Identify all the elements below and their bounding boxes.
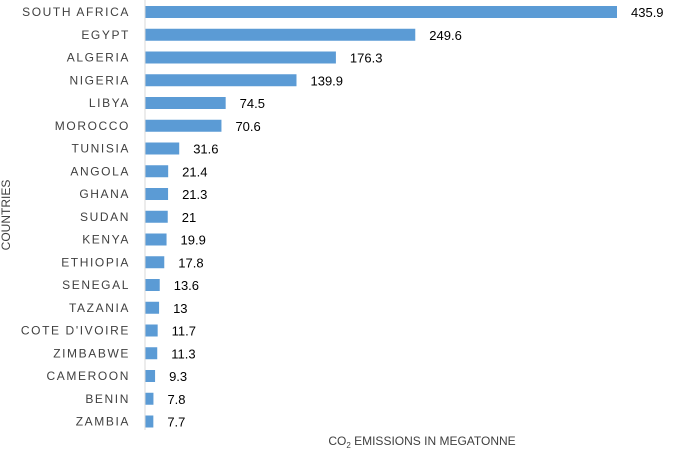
- value-label-algeria: 176.3: [350, 51, 383, 66]
- value-label-egypt: 249.6: [429, 28, 462, 43]
- bar-morocco: [145, 119, 222, 132]
- x-axis-title-rest: EMISSIONS IN MEGATONNE: [351, 434, 516, 448]
- value-label-angola: 21.4: [182, 164, 207, 179]
- value-label-tazania: 13: [173, 301, 187, 316]
- bar-kenya: [145, 233, 167, 246]
- category-label-libya: LIBYA: [89, 96, 130, 110]
- bar-egypt: [145, 28, 416, 41]
- category-label-morocco: MOROCCO: [55, 119, 130, 133]
- value-label-morocco: 70.6: [235, 119, 260, 134]
- bar-nigeria: [145, 74, 297, 87]
- category-label-tunisia: TUNISIA: [71, 142, 130, 156]
- bar-cameroon: [145, 370, 156, 382]
- value-label-nigeria: 139.9: [310, 73, 343, 88]
- y-axis-title: COUNTRIES: [0, 180, 13, 251]
- bar-tazania: [145, 301, 160, 314]
- value-label-libya: 74.5: [240, 96, 265, 111]
- value-label-kenya: 19.9: [181, 233, 206, 248]
- bar-sudan: [145, 210, 168, 223]
- bar-angola: [145, 165, 169, 178]
- bar-benin: [145, 392, 154, 405]
- value-label-south-africa: 435.9: [631, 5, 664, 20]
- category-label-egypt: EGYPT: [81, 28, 130, 42]
- bar-tunisia: [145, 142, 180, 155]
- value-label-tunisia: 31.6: [193, 142, 218, 157]
- category-label-ghana: GHANA: [79, 187, 130, 201]
- category-label-cameroon: CAMEROON: [47, 369, 130, 383]
- category-label-cote-d-ivoire: COTE D'IVOIRE: [21, 324, 130, 338]
- bar-libya: [145, 97, 226, 109]
- bar-senegal: [145, 279, 160, 291]
- category-label-sudan: SUDAN: [80, 210, 130, 224]
- bar-ghana: [145, 188, 169, 200]
- category-label-kenya: KENYA: [82, 233, 130, 247]
- category-label-zimbabwe: ZIMBABWE: [53, 346, 130, 360]
- bar-ethiopia: [145, 256, 165, 269]
- bar-cote-d-ivoire: [145, 324, 158, 337]
- bar-south-africa: [145, 6, 617, 18]
- x-axis-title-subscript: 2: [346, 441, 351, 450]
- value-label-cote-d-ivoire: 11.7: [172, 324, 196, 339]
- category-label-nigeria: NIGERIA: [69, 73, 130, 87]
- bar-zambia: [145, 415, 154, 428]
- value-label-benin: 7.8: [167, 392, 185, 407]
- x-axis-title-main: CO: [328, 434, 346, 448]
- value-label-sudan: 21: [182, 210, 196, 225]
- bar-algeria: [145, 51, 336, 64]
- category-label-zambia: ZAMBIA: [76, 415, 130, 429]
- value-label-zimbabwe: 11.3: [171, 346, 195, 361]
- x-axis-title: CO2 EMISSIONS IN MEGATONNE: [328, 434, 515, 450]
- value-label-zambia: 7.7: [167, 415, 185, 430]
- bar-zimbabwe: [145, 347, 158, 360]
- category-label-senegal: SENEGAL: [62, 278, 130, 292]
- value-label-ethiopia: 17.8: [178, 255, 203, 270]
- category-label-ethiopia: ETHIOPIA: [61, 255, 130, 269]
- bars-group: [145, 6, 617, 428]
- value-label-cameroon: 9.3: [169, 369, 187, 384]
- category-label-angola: ANGOLA: [70, 164, 130, 178]
- value-label-senegal: 13.6: [174, 278, 199, 293]
- category-label-tazania: TAZANIA: [69, 301, 130, 315]
- category-labels-group: SOUTH AFRICA EGYPT ALGERIA NIGERIA LIBYA MORO…: [21, 5, 130, 429]
- value-label-ghana: 21.3: [182, 187, 207, 202]
- category-label-south-africa: SOUTH AFRICA: [22, 5, 130, 19]
- value-labels-group: 435.9 249.6 176.3 139.9 74.5 70.6 31.6 21.4 21.3…: [167, 5, 663, 430]
- category-label-algeria: ALGERIA: [67, 51, 130, 65]
- category-label-benin: BENIN: [85, 392, 130, 406]
